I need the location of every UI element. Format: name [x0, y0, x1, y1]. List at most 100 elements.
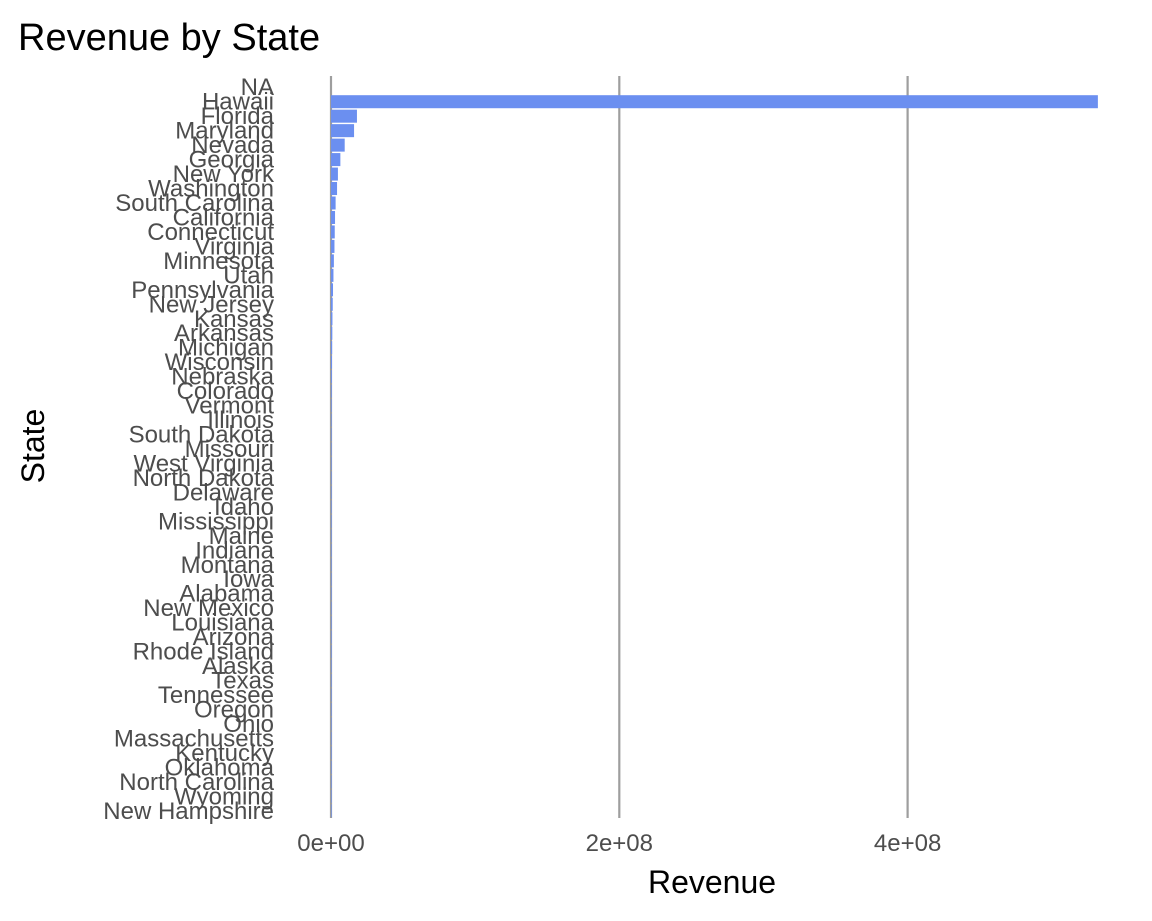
y-tick-label: Utah [223, 262, 274, 289]
bar [331, 442, 332, 456]
y-tick-label: New York [173, 161, 275, 188]
y-tick-label: Mississippi [158, 508, 274, 535]
bar [331, 674, 332, 688]
y-tick-label: Kentucky [175, 740, 274, 767]
y-tick-label: Montana [181, 552, 275, 579]
bar [331, 572, 332, 586]
x-tick-labels: 0e+00 2e+08 4e+08 [297, 830, 941, 857]
y-tick-label: Michigan [178, 335, 274, 362]
y-tick-label: Indiana [195, 537, 274, 564]
y-tick-label: Minnesota [163, 248, 274, 275]
bar [331, 543, 332, 557]
y-tick-label: Georgia [189, 147, 275, 174]
bar [331, 297, 333, 311]
y-tick-label: Arizona [193, 624, 275, 651]
y-tick-label: NA [241, 74, 274, 101]
x-tick-label: 0e+00 [297, 830, 364, 857]
bar [331, 355, 333, 369]
y-tick-label: Nevada [191, 132, 274, 159]
y-tick-label: Colorado [177, 378, 274, 405]
y-tick-label: North Carolina [119, 769, 274, 796]
y-tick-label: New Jersey [149, 291, 274, 318]
y-tick-label: South Dakota [129, 422, 275, 449]
bar [331, 239, 335, 253]
bar [331, 167, 338, 181]
y-tick-label: Connecticut [147, 219, 274, 246]
y-tick-label: Alabama [179, 581, 274, 608]
y-tick-label: Hawaii [202, 89, 274, 116]
y-tick-label: Massachusetts [114, 725, 274, 752]
bar [331, 268, 334, 282]
bar [331, 760, 332, 774]
bar [331, 428, 332, 442]
y-tick-label: Kansas [194, 306, 274, 333]
bar [331, 109, 357, 123]
bar [331, 775, 332, 789]
y-tick-label: Oregon [194, 696, 274, 723]
bar [331, 399, 332, 413]
y-tick-label: Ohio [223, 711, 274, 738]
bar [331, 326, 333, 340]
bar [331, 456, 332, 470]
bar [331, 312, 333, 326]
y-tick-label: Arkansas [174, 320, 274, 347]
y-tick-label: Iowa [223, 566, 274, 593]
y-tick-label: West Virginia [133, 450, 274, 477]
y-tick-label: Nebraska [171, 364, 274, 391]
bar [331, 659, 332, 673]
bars [331, 95, 1098, 818]
y-tick-label: Alaska [202, 653, 275, 680]
bar [331, 616, 332, 630]
bar [331, 731, 332, 745]
y-tick-label: Tennessee [158, 682, 274, 709]
y-tick-label: Oklahoma [165, 754, 275, 781]
y-tick-label: Missouri [185, 436, 274, 463]
bar [331, 138, 345, 152]
bar [331, 384, 332, 398]
bar [331, 500, 332, 514]
bar [331, 225, 335, 239]
y-tick-label: South Carolina [115, 190, 274, 217]
y-axis-title: State [15, 409, 51, 484]
bar [331, 196, 336, 210]
y-tick-label: Maryland [175, 118, 274, 145]
y-tick-label: Vermont [185, 393, 275, 420]
chart-title: Revenue by State [18, 17, 320, 59]
y-tick-label: Florida [201, 103, 275, 130]
y-tick-label: New Mexico [143, 595, 274, 622]
bar [331, 341, 333, 355]
y-tick-label: Louisiana [171, 610, 274, 637]
y-tick-label: Virginia [194, 233, 274, 260]
bar [331, 789, 332, 803]
bar [331, 702, 332, 716]
y-tick-label: Washington [148, 176, 274, 203]
bar [331, 182, 338, 196]
x-tick-label: 2e+08 [586, 830, 653, 857]
bar [331, 587, 332, 601]
bar [331, 630, 332, 644]
x-axis-title: Revenue [648, 864, 776, 900]
y-tick-label: New Hampshire [103, 798, 274, 825]
bar [331, 601, 332, 615]
y-tick-label: Delaware [173, 479, 274, 506]
y-tick-label: Wisconsin [165, 349, 274, 376]
bar [331, 370, 332, 384]
y-tick-label: California [173, 204, 275, 231]
y-tick-label: North Dakota [133, 465, 275, 492]
bar [331, 688, 332, 702]
bar [331, 485, 332, 499]
y-tick-label: Illinois [207, 407, 274, 434]
y-tick-label: Pennsylvania [131, 277, 274, 304]
y-tick-label: Idaho [214, 494, 274, 521]
bar [331, 645, 332, 659]
bar [331, 529, 332, 543]
bar [331, 210, 336, 224]
x-tick-label: 4e+08 [874, 830, 941, 857]
y-tick-label: Rhode Island [133, 639, 274, 666]
bar [331, 804, 332, 818]
bar [331, 514, 332, 528]
bar [331, 153, 341, 167]
bar [331, 558, 332, 572]
y-tick-label: Wyoming [174, 783, 274, 810]
